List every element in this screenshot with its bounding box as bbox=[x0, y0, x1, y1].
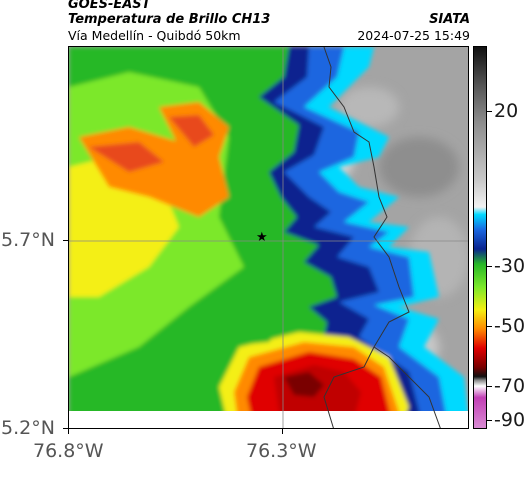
colorbar-tick bbox=[487, 386, 492, 387]
source-label: SIATA bbox=[429, 12, 470, 27]
location-marker-icon: ★ bbox=[256, 230, 268, 245]
lon-tick bbox=[282, 429, 283, 434]
lon-label: 76.3°W bbox=[246, 440, 317, 462]
lon-tick bbox=[68, 429, 69, 434]
colorbar-label: -90 bbox=[494, 409, 526, 431]
cloud-mass bbox=[69, 47, 468, 428]
colorbar-label: -30 bbox=[494, 255, 526, 277]
colorbar-tick bbox=[487, 266, 492, 267]
map-canvas bbox=[69, 47, 468, 428]
timestamp-label: 2024-07-25 15:49 bbox=[357, 28, 470, 43]
brightness-temperature-map[interactable]: ★ bbox=[68, 46, 469, 429]
colorbar bbox=[473, 46, 487, 429]
graticule bbox=[69, 47, 468, 428]
colorbar-label: 20 bbox=[494, 100, 519, 122]
lat-label: 5.2°N bbox=[1, 417, 55, 439]
lon-label: 76.8°W bbox=[33, 440, 104, 462]
colorbar-label: -50 bbox=[494, 315, 526, 337]
product-title: Temperatura de Brillo CH13 bbox=[68, 12, 271, 27]
lat-tick bbox=[63, 240, 68, 241]
region-label: Vía Medellín - Quibdó 50km bbox=[68, 28, 241, 43]
no-data-strip bbox=[69, 411, 468, 428]
satellite-title: GOES-EAST bbox=[68, 0, 151, 12]
colorbar-tick bbox=[487, 326, 492, 327]
colorbar-tick bbox=[487, 111, 492, 112]
colorbar-tick bbox=[487, 420, 492, 421]
lat-tick bbox=[63, 428, 68, 429]
colorbar-label: -70 bbox=[494, 375, 526, 397]
coastline bbox=[323, 47, 441, 428]
lat-label: 5.7°N bbox=[1, 229, 55, 251]
